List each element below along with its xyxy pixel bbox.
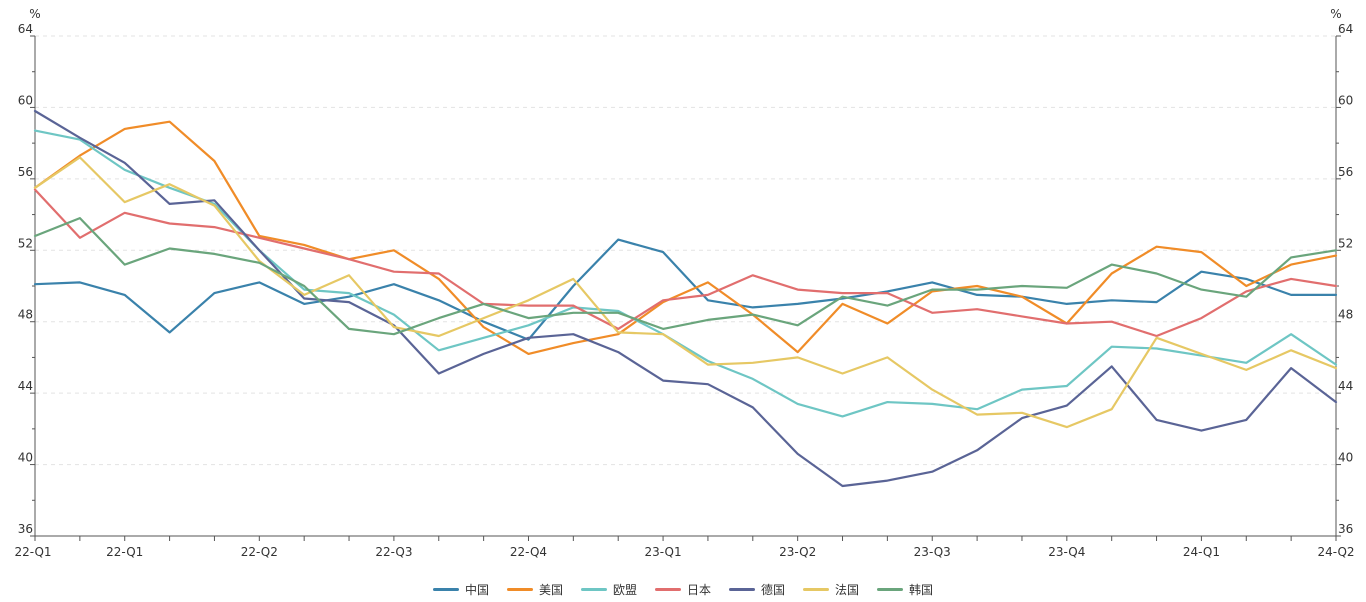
axes: 36 36 40 40 44 44 48 48 52 52 56 56 60 60 64 64 22-Q1 22-… [14,22,1354,559]
series-line-6[interactable] [33,217,1338,336]
legend-label: 日本 [686,582,711,597]
legend-swatch [506,587,533,591]
x-tick-label: 22-Q4 [510,545,547,559]
series-line-5[interactable] [33,156,1338,429]
x-tick-label: 23-Q1 [645,545,682,559]
y-tick-label-right: 40 [1338,451,1353,465]
legend-swatch [729,587,755,591]
y-tick-label-right: 52 [1338,236,1353,250]
legend-label: 美国 [538,582,563,597]
x-tick-label: 24-Q2 [1317,545,1354,559]
y-tick-label-left: 36 [18,522,33,536]
legend-item[interactable]: 法国 [803,581,859,598]
legend-label: 韩国 [909,582,934,597]
legend-item[interactable]: 中国 [432,581,489,598]
series-line-0[interactable] [33,238,1338,341]
legend-item[interactable]: 日本 [654,581,711,598]
x-tick-label: 23-Q3 [914,545,951,559]
chart-legend: 中国 美国 欧盟 日本 德国 法国 韩国 [0,580,1366,598]
y-tick-label-right: 56 [1338,165,1353,179]
legend-swatch [580,587,607,591]
y-tick-label-left: 40 [18,451,33,465]
legend-item[interactable]: 欧盟 [580,581,637,598]
legend-item[interactable]: 美国 [506,581,563,598]
series-line-3[interactable] [33,188,1338,338]
legend-item[interactable]: 韩国 [877,581,933,598]
x-tick-label: 23-Q4 [1048,545,1085,559]
legend-swatch [877,587,904,591]
legend-swatch [432,587,459,591]
x-tick-label: 23-Q2 [779,545,816,559]
y-axis-unit-left: % [29,7,40,21]
y-tick-label-left: 60 [18,93,33,107]
series-line-4[interactable] [33,109,1338,488]
legend-item[interactable]: 德国 [729,581,785,598]
legend-label: 法国 [835,582,860,597]
series-line-2[interactable] [33,129,1338,418]
y-tick-label-left: 52 [18,236,33,250]
x-tick-label: 22-Q3 [375,545,412,559]
y-tick-label-left: 44 [18,379,33,393]
legend-label: 德国 [761,582,786,597]
series-line-1[interactable] [33,120,1338,355]
y-tick-label-left: 64 [18,22,33,36]
y-tick-label-right: 64 [1338,22,1353,36]
y-tick-label-left: 56 [18,165,33,179]
legend-label: 中国 [464,582,489,597]
x-tick-label: 22-Q1 [14,545,51,559]
y-tick-label-right: 48 [1338,308,1353,322]
y-tick-label-right: 44 [1338,379,1353,393]
legend-swatch [654,587,681,591]
series-lines [33,109,1338,488]
x-tick-label: 22-Q2 [241,545,278,559]
y-tick-label-right: 60 [1338,93,1353,107]
legend-label: 欧盟 [612,582,637,597]
legend-swatch [803,587,830,591]
x-tick-label: 22-Q1 [106,545,143,559]
x-tick-label: 24-Q1 [1183,545,1220,559]
y-tick-label-left: 48 [18,308,33,322]
y-axis-unit-right: % [1330,7,1341,21]
y-tick-label-right: 36 [1338,522,1353,536]
